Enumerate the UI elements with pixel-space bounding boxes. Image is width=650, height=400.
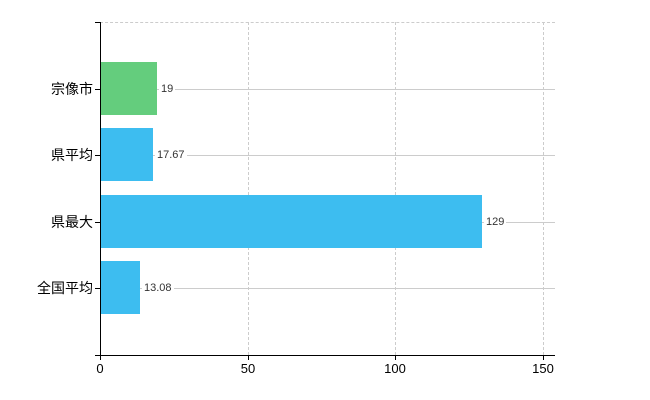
x-axis-tick — [100, 355, 101, 360]
y-axis-line — [100, 22, 101, 356]
category-label: 県平均 — [51, 147, 93, 163]
x-tick-label: 0 — [96, 361, 104, 376]
x-tick-label: 100 — [384, 361, 406, 376]
y-axis-tick — [95, 222, 100, 223]
bar-value-label: 13.08 — [142, 281, 174, 295]
y-axis-tick — [95, 89, 100, 90]
x-axis-tick — [248, 355, 249, 360]
bar — [101, 62, 157, 115]
category-label: 県最大 — [51, 214, 93, 230]
bar — [101, 128, 153, 181]
vertical-gridline — [543, 22, 544, 355]
x-tick-label: 150 — [532, 361, 554, 376]
category-label: 全国平均 — [37, 280, 93, 296]
y-axis-tick — [95, 288, 100, 289]
plot-top-border — [100, 22, 555, 23]
x-tick-label: 50 — [240, 361, 256, 376]
y-axis-tick — [95, 155, 100, 156]
horizontal-gridline — [101, 89, 555, 90]
bar-value-label: 129 — [484, 215, 507, 229]
bar-value-label: 17.67 — [155, 148, 187, 162]
bar — [101, 195, 482, 248]
y-axis-top-tick — [95, 22, 100, 23]
bar-value-label: 19 — [159, 82, 176, 96]
x-axis-tick — [543, 355, 544, 360]
horizontal-gridline — [101, 155, 555, 156]
vertical-gridline — [248, 22, 249, 355]
horizontal-gridline — [101, 288, 555, 289]
x-axis-tick — [395, 355, 396, 360]
bar — [101, 261, 140, 314]
category-label: 宗像市 — [51, 81, 93, 97]
x-axis-line — [95, 355, 555, 356]
vertical-gridline — [395, 22, 396, 355]
